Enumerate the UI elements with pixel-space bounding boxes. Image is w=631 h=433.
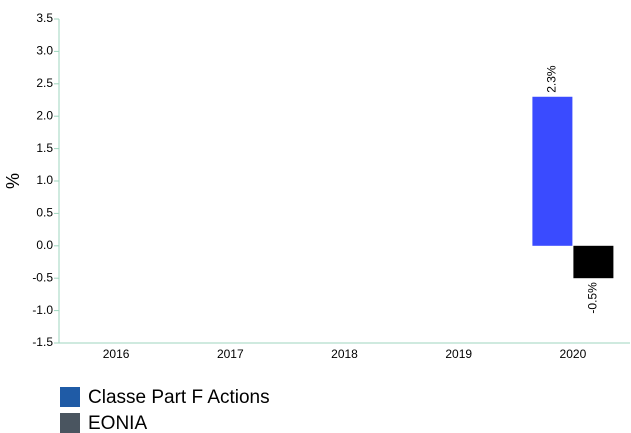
x-tick-label: 2019	[445, 347, 472, 361]
value-label: -0.5%	[586, 282, 600, 314]
legend-swatch	[60, 413, 80, 433]
y-tick-label: -1.0	[32, 303, 53, 317]
y-tick-label: 3.0	[36, 44, 53, 58]
bar	[532, 96, 573, 246]
bar	[573, 245, 614, 279]
y-tick-label: -0.5	[32, 270, 53, 284]
y-tick-label: 2.5	[36, 76, 53, 90]
x-tick-label: 2020	[560, 347, 587, 361]
x-tick-label: 2017	[217, 347, 244, 361]
value-label: 2.3%	[545, 65, 559, 93]
y-tick-label: 3.5	[36, 11, 53, 25]
x-tick-label: 2016	[103, 347, 130, 361]
y-axis-label: %	[3, 173, 23, 189]
y-tick-label: 2.0	[36, 108, 53, 122]
y-tick-label: 0.5	[36, 206, 53, 220]
x-tick-label: 2018	[331, 347, 358, 361]
legend-label: EONIA	[88, 413, 147, 433]
legend-swatch	[60, 387, 80, 407]
y-tick-label: 1.5	[36, 141, 53, 155]
y-tick-label: 0.0	[36, 238, 53, 252]
y-tick-label: 1.0	[36, 173, 53, 187]
y-tick-label: -1.5	[32, 335, 53, 349]
legend-label: Classe Part F Actions	[88, 387, 270, 408]
